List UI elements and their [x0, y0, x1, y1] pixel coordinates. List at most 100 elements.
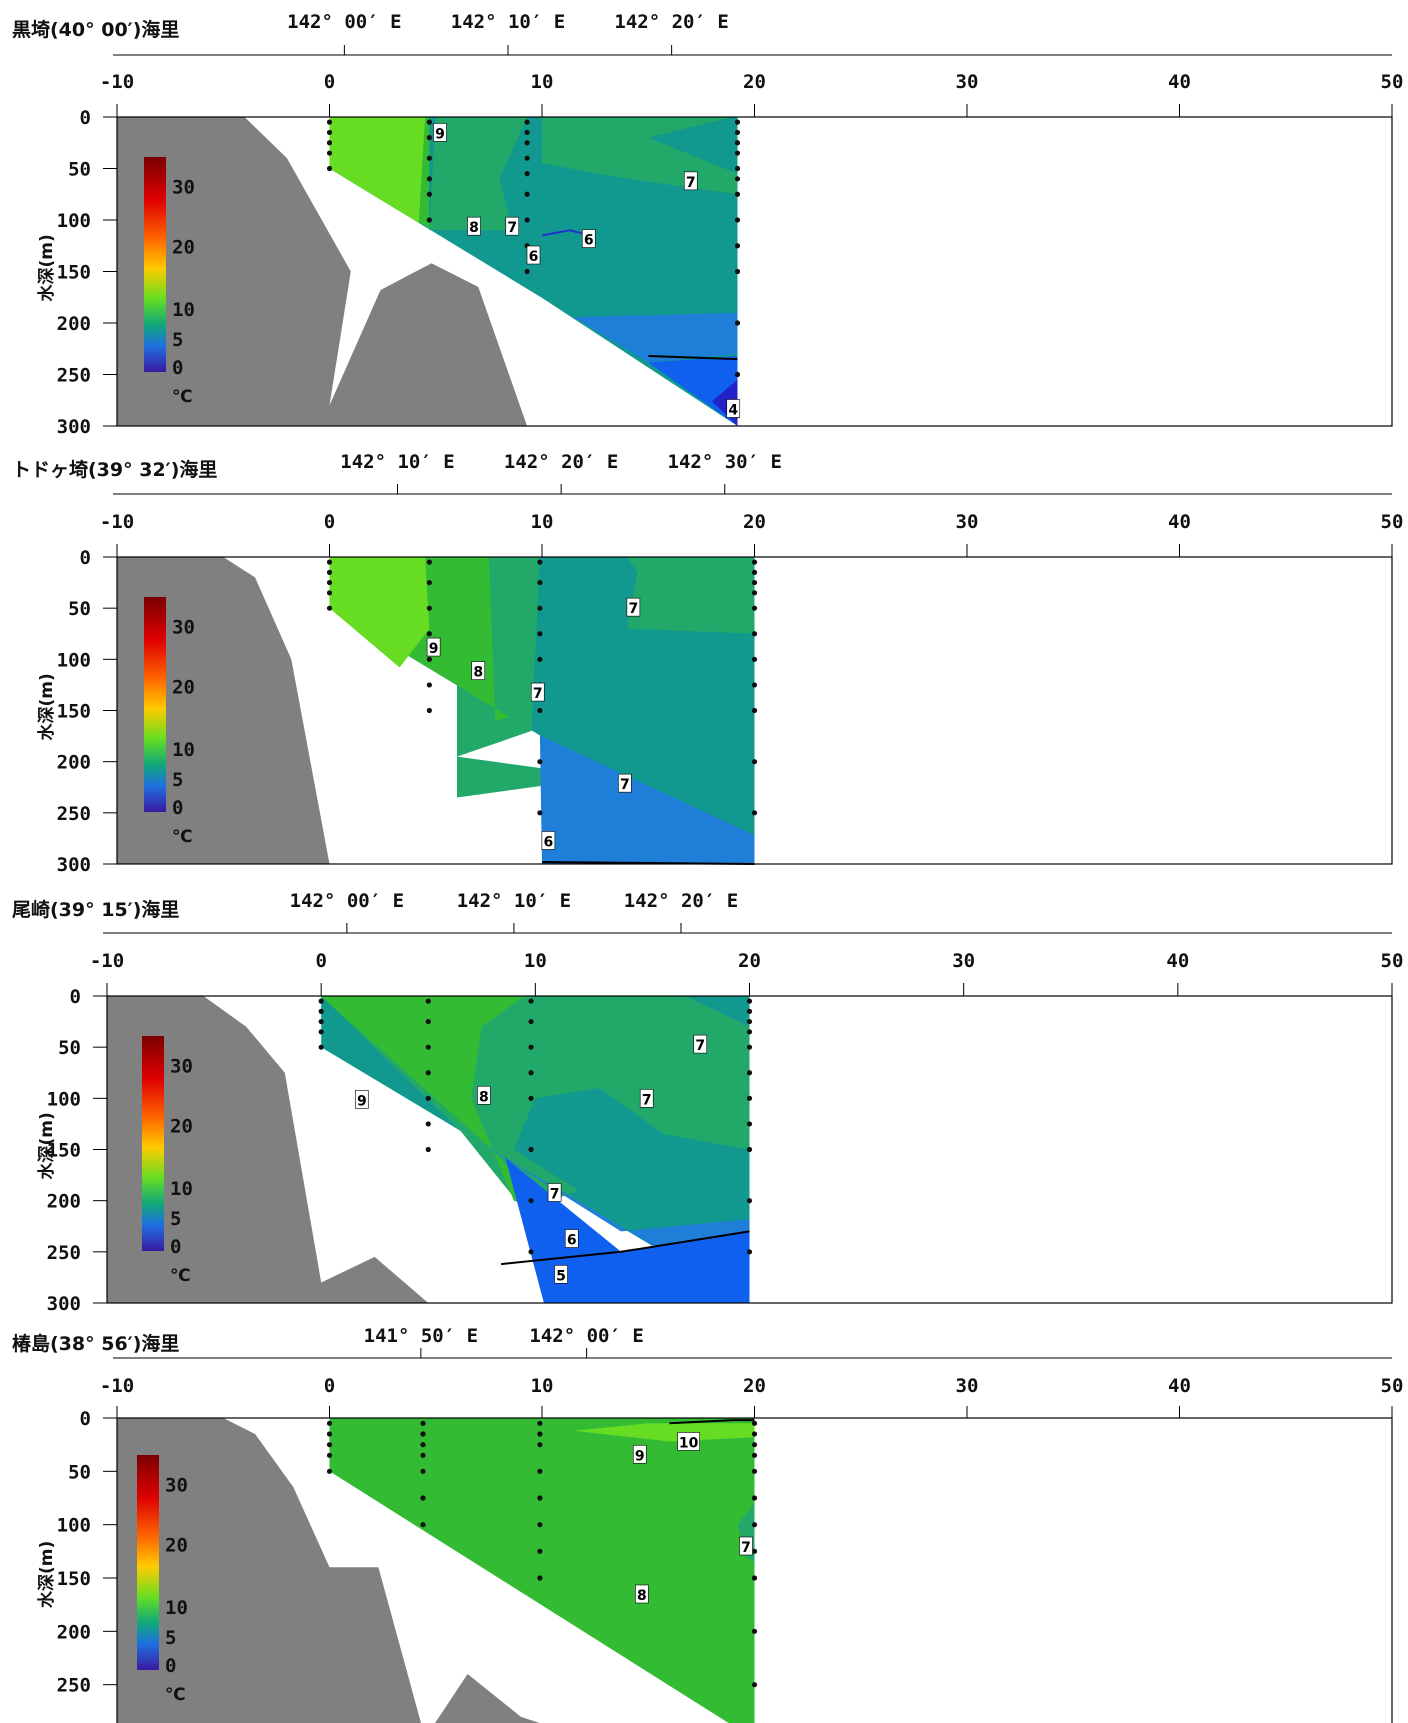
y-tick-label: 100 — [57, 649, 91, 671]
station-sample-dot — [425, 998, 431, 1004]
y-tick-label: 0 — [80, 107, 91, 129]
contour-label-box — [683, 171, 698, 191]
contour-label-text: 7 — [629, 601, 639, 617]
contour-label-box — [554, 1265, 568, 1284]
color-bar-tick-label: 30 — [172, 176, 195, 198]
station-sample-dot — [746, 1018, 753, 1025]
contour-label: 8 — [635, 1584, 649, 1604]
x-tick-label: -10 — [100, 1375, 134, 1397]
station-sample-dot — [751, 1431, 758, 1437]
longitude-tick-label: 142° 20′ E — [504, 451, 618, 473]
station-sample-dot — [746, 1249, 753, 1255]
station-sample-dot — [420, 1495, 426, 1501]
contour-label-box — [639, 1089, 654, 1108]
station-sample-dot — [734, 371, 741, 378]
longitude-tick-label: 142° 10′ E — [451, 11, 565, 33]
station-sample-dot — [537, 1548, 543, 1554]
station-sample-dot — [537, 707, 543, 714]
station-sample-dot — [426, 631, 432, 637]
station-sample-dot — [537, 1575, 543, 1581]
station-sample-dot — [537, 1442, 543, 1448]
contour-label-text: 7 — [507, 220, 517, 236]
contour-label: 7 — [683, 171, 698, 191]
longitude-tick-label: 142° 00′ E — [290, 890, 404, 912]
contour-line — [669, 1419, 755, 1425]
contour-label-box — [505, 216, 520, 236]
y-tick-label: 200 — [57, 1621, 91, 1643]
x-tick-label: 40 — [1168, 1375, 1191, 1397]
station-sample-dot — [326, 569, 333, 575]
color-bar — [137, 1455, 159, 1670]
temperature-band-7-8 — [429, 117, 528, 231]
station-sample-dot — [326, 1431, 333, 1437]
contour-label-text: 8 — [637, 1588, 647, 1604]
color-bar-tick-label: 0 — [170, 1236, 181, 1258]
plot-frame — [116, 1417, 1393, 1723]
contour-label-text: 6 — [567, 1233, 577, 1249]
panel-title: 尾崎(39° 15′)海里 — [12, 898, 179, 921]
longitude-tick-label: 142° 00′ E — [529, 1325, 643, 1347]
station-sample-dot — [326, 165, 333, 172]
station-sample-dot — [734, 268, 741, 275]
color-bar-tick-label: 20 — [165, 1535, 188, 1557]
station-sample-dot — [734, 320, 741, 326]
station-sample-dot — [425, 1095, 431, 1101]
land-mass — [107, 996, 429, 1303]
station-sample-dot — [326, 579, 333, 586]
station-sample-dot — [734, 191, 741, 197]
y-tick-label: 200 — [57, 313, 91, 335]
color-bar — [142, 1036, 164, 1251]
contour-label-box — [581, 229, 596, 248]
contour-label-box — [632, 1444, 647, 1464]
contour-label-box — [355, 1090, 369, 1109]
station-sample-dot — [746, 998, 753, 1004]
station-sample-dot — [537, 1420, 543, 1426]
station-sample-dot — [426, 176, 432, 182]
contour-label-box — [726, 399, 741, 418]
station-sample-dot — [326, 1442, 333, 1448]
y-tick-label: 300 — [47, 1293, 81, 1315]
x-tick-label: 0 — [324, 71, 335, 93]
section-panel-osaki: 尾崎(39° 15′)海里 142° 00′ E 142° 10′ E 142° 20… — [12, 890, 1403, 1315]
y-tick-label: 100 — [47, 1088, 81, 1110]
station-sample-dot — [420, 1468, 426, 1474]
longitude-tick-label: 142° 20′ E — [614, 11, 728, 33]
station-sample-dot — [528, 1070, 534, 1076]
station-sample-dot — [426, 605, 432, 611]
color-bar-tick-label: 30 — [170, 1055, 193, 1077]
y-tick-label: 250 — [57, 365, 91, 387]
contour-label: 4 — [726, 399, 741, 418]
color-bar-unit: ℃ — [170, 1266, 191, 1286]
contour-label-box — [526, 245, 541, 265]
contour-label-text: 7 — [620, 777, 630, 793]
station-sample-dot — [746, 1008, 753, 1014]
contour-label: 5 — [554, 1265, 568, 1284]
contour-label: 7 — [693, 1034, 708, 1054]
x-tick-label: 20 — [743, 511, 766, 533]
contour-label-text: 9 — [357, 1093, 367, 1109]
x-tick-label: 40 — [1168, 71, 1191, 93]
station-sample-dot — [326, 605, 333, 611]
station-sample-dot — [426, 559, 432, 565]
y-tick-label: 250 — [57, 803, 91, 825]
station-sample-dot — [524, 119, 530, 125]
station-sample-dot — [537, 759, 543, 765]
contour-label-box — [626, 597, 641, 617]
station-sample-dot — [734, 140, 741, 146]
station-sample-dot — [734, 129, 741, 136]
contour-label-box — [618, 773, 632, 793]
color-bar-unit: ℃ — [172, 387, 193, 407]
station-sample-dot — [751, 759, 758, 765]
station-sample-dot — [537, 579, 543, 586]
contour-label-box — [564, 1229, 579, 1248]
plot-frame — [106, 995, 1393, 1304]
contour-label-text: 5 — [556, 1268, 566, 1284]
y-tick-label: 250 — [47, 1242, 81, 1264]
station-sample-dot — [751, 656, 758, 662]
panel-title: トドヶ埼(39° 32′)海里 — [12, 458, 217, 481]
y-tick-label: 300 — [57, 854, 91, 876]
y-tick-label: 100 — [57, 210, 91, 232]
station-sample-dot — [326, 129, 333, 136]
y-tick-label: 250 — [57, 1675, 91, 1697]
station-sample-dot — [524, 140, 530, 146]
